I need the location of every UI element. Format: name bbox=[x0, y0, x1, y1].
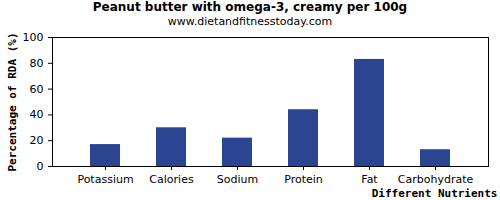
html-text:Peanut butter with omega-3, cr: Peanut butter with omega-3, creamy per 1… bbox=[92, 0, 408, 14]
svg-text:Fat: Fat bbox=[361, 173, 378, 186]
svg-text:40: 40 bbox=[30, 108, 44, 121]
svg-text:80: 80 bbox=[30, 57, 44, 70]
svg-text:Carbohydrate: Carbohydrate bbox=[398, 173, 474, 186]
svg-text:0: 0 bbox=[37, 160, 44, 173]
svg-text:100: 100 bbox=[23, 31, 44, 44]
svg-text:Different Nutrients: Different Nutrients bbox=[372, 187, 498, 200]
svg-text:Sodium: Sodium bbox=[217, 173, 258, 186]
svg-text:Protein: Protein bbox=[284, 173, 323, 186]
svg-text:20: 20 bbox=[30, 134, 44, 147]
html-text:www.dietandfitnesstoday.com: www.dietandfitnesstoday.com bbox=[167, 15, 333, 28]
svg-text:Percentage of RDA (%): Percentage of RDA (%) bbox=[6, 32, 19, 171]
svg-text:Calories: Calories bbox=[149, 173, 194, 186]
svg-text:60: 60 bbox=[30, 83, 44, 96]
svg-text:Potassium: Potassium bbox=[77, 173, 133, 186]
